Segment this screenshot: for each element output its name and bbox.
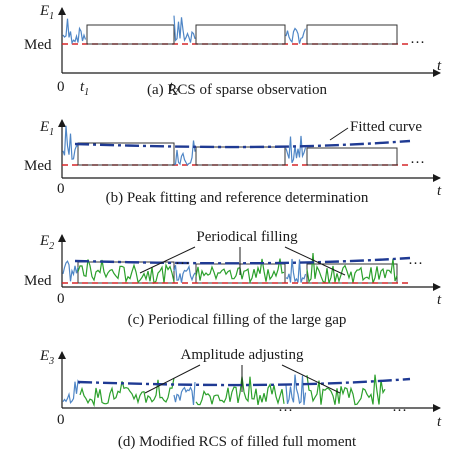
origin-label: 0 xyxy=(57,412,65,428)
panel-c: Periodical filling E2 Med 0 ··· ··· t (c… xyxy=(24,229,442,328)
annotation-pointer xyxy=(329,127,349,141)
ellipsis: ··· xyxy=(410,155,425,171)
filled-signal xyxy=(77,259,175,285)
x-axis-symbol: t xyxy=(437,183,442,199)
caption: (d) Modified RCS of filled full moment xyxy=(118,434,357,450)
ellipsis: ··· xyxy=(410,35,425,51)
x-axis-symbol: t xyxy=(437,414,442,430)
x-axis-symbol: t xyxy=(437,58,442,74)
observed-signal xyxy=(173,15,196,43)
caption: (b) Peak fitting and reference determina… xyxy=(106,190,369,206)
gap-box-1 xyxy=(77,142,175,166)
origin-label: 0 xyxy=(57,181,65,197)
annotation-pointer xyxy=(281,364,341,394)
panel-b: Fitted curve E1 Med 0 ··· t (b) Peak fit… xyxy=(24,119,442,206)
observed-signal xyxy=(62,260,79,282)
y-axis-symbol: E2 xyxy=(39,233,54,252)
gap-box-3 xyxy=(306,147,398,166)
t2-label: t2 xyxy=(169,79,178,98)
t1-label: t1 xyxy=(80,79,89,98)
observed-signal xyxy=(62,125,79,160)
y-axis-symbol: E1 xyxy=(39,119,54,138)
observed-signal xyxy=(285,27,307,44)
med-label: Med xyxy=(24,273,52,289)
observed-signal xyxy=(173,382,196,405)
annotation-pointer xyxy=(139,246,196,274)
panel-a: E1 Med 0 t1 t2 ··· t (a) RCS of sparse o… xyxy=(24,3,442,98)
caption: (a) RCS of sparse observation xyxy=(147,82,327,98)
ellipsis: ··· xyxy=(278,403,293,419)
annotation-pointer xyxy=(284,246,346,276)
med-label: Med xyxy=(24,158,52,174)
observed-signal xyxy=(173,264,196,283)
origin-label: 0 xyxy=(57,291,65,307)
gap-box-1 xyxy=(86,24,175,45)
gap-box-2 xyxy=(195,24,286,45)
filled-signal xyxy=(306,374,386,406)
periodical-filling-label: Periodical filling xyxy=(196,229,298,245)
fitted-curve xyxy=(74,139,411,149)
filled-signal xyxy=(79,377,175,408)
fitted-curve-label: Fitted curve xyxy=(350,119,422,135)
med-label: Med xyxy=(24,37,52,53)
panel-d: Amplitude adjusting E3 0 ··· ··· t (d) M… xyxy=(39,347,442,450)
ellipsis: ··· xyxy=(408,256,423,272)
x-axis-symbol: t xyxy=(437,292,442,308)
gap-box-3 xyxy=(306,24,398,45)
y-axis-symbol: E1 xyxy=(39,3,54,22)
caption: (c) Periodical filling of the large gap xyxy=(128,312,347,328)
fitted-curve xyxy=(74,256,411,265)
amplitude-adjusting-label: Amplitude adjusting xyxy=(181,347,304,363)
fitted-curve xyxy=(77,377,411,387)
observed-signal xyxy=(285,258,307,283)
observed-signal xyxy=(62,18,87,45)
gap-box-2 xyxy=(195,146,286,166)
y-axis-symbol: E3 xyxy=(39,348,54,367)
origin-label: 0 xyxy=(57,79,65,95)
observed-signal xyxy=(285,374,307,405)
filled-signal xyxy=(306,253,398,284)
annotation-pointer xyxy=(144,364,201,394)
ellipsis: ··· xyxy=(392,403,407,419)
observed-signal xyxy=(285,135,307,164)
observed-signal xyxy=(173,140,196,166)
filled-signal xyxy=(195,376,285,406)
observed-signal xyxy=(62,379,81,404)
ellipsis: ··· xyxy=(175,256,190,272)
